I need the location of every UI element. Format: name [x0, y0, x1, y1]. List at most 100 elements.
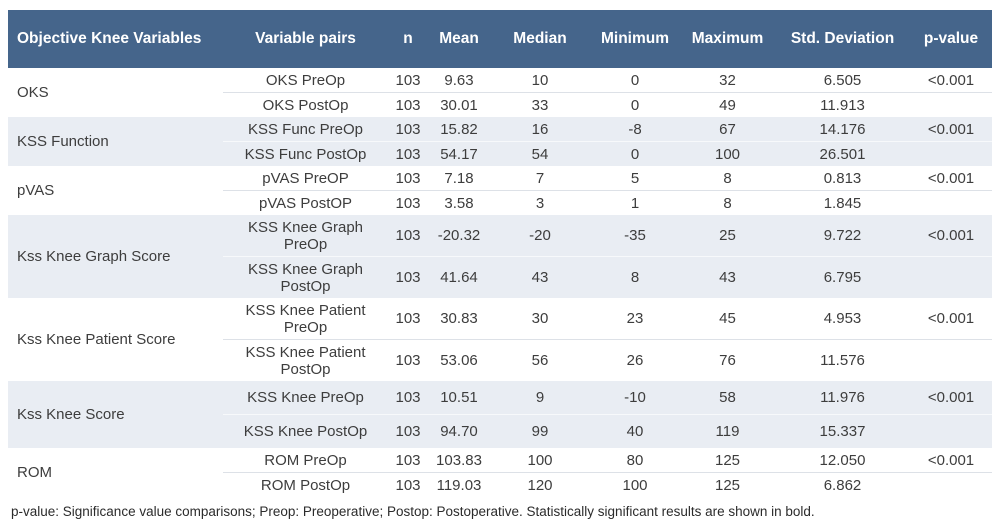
col-header-n: n [388, 10, 428, 68]
variable-pair-cell: KSS Knee Patient PreOp [245, 301, 366, 336]
group-cell: Kss Knee Score [8, 381, 223, 448]
std-deviation-cell: 11.913 [775, 92, 910, 117]
results-table: Objective Knee Variables Variable pairs … [8, 10, 992, 497]
std-deviation-cell: 26.501 [775, 141, 910, 166]
p-value-cell [910, 190, 992, 215]
median-cell: 43 [490, 256, 590, 298]
group-cell: OKS [17, 84, 49, 101]
group-cell: pVAS [17, 182, 55, 199]
maximum-cell: 119 [680, 414, 775, 448]
median-cell: 120 [490, 472, 590, 497]
col-header-maximum: Maximum [680, 10, 775, 68]
mean-cell: -20.32 [428, 215, 490, 257]
minimum-cell: -8 [590, 117, 680, 142]
maximum-cell: 76 [680, 339, 775, 381]
col-header-p-value: p-value [910, 10, 992, 68]
mean-cell: 10.51 [428, 381, 490, 415]
n-cell: 103 [388, 190, 428, 215]
header-row: Objective Knee Variables Variable pairs … [8, 10, 992, 68]
maximum-cell: 125 [714, 451, 741, 469]
col-header-median: Median [490, 10, 590, 68]
mean-cell: 119.03 [428, 472, 490, 497]
median-cell: 33 [490, 92, 590, 117]
std-deviation-cell: 4.953 [823, 310, 862, 327]
variable-pair-cell: OKS PostOp [223, 92, 388, 117]
table-body: OKS OKS PreOp 103 9.63 10 0 32 6.505 <0.001 OKS P… [8, 68, 992, 497]
col-header-objective-knee-variables: Objective Knee Variables [8, 10, 223, 68]
p-value-cell [910, 92, 992, 117]
median-cell: 54 [490, 141, 590, 166]
p-value-cell: <0.001 [910, 215, 992, 257]
table-header: Objective Knee Variables Variable pairs … [8, 10, 992, 68]
std-deviation-cell: 6.862 [775, 472, 910, 497]
variable-pair-cell: pVAS PreOP [262, 169, 349, 187]
std-deviation-cell: 11.576 [775, 339, 910, 381]
maximum-cell: 8 [680, 190, 775, 215]
p-value-cell [910, 141, 992, 166]
p-value-cell: <0.001 [910, 117, 992, 142]
median-cell: 30 [531, 310, 549, 327]
median-cell: 56 [490, 339, 590, 381]
minimum-cell: 0 [630, 71, 640, 89]
n-cell: 103 [395, 451, 421, 469]
minimum-cell: 0 [590, 92, 680, 117]
median-cell: 3 [490, 190, 590, 215]
table-row: ROM ROM PreOp 103 103.83 100 80 125 12.050 <0.00… [8, 448, 992, 481]
median-cell: 100 [527, 451, 553, 469]
group-cell: ROM [17, 464, 52, 481]
table-row: KSS Knee Graph PostOp 103 41.64 43 8 43 6.795 [8, 256, 992, 298]
median-cell: 9 [490, 381, 590, 415]
variable-pair-cell: ROM PreOp [264, 451, 347, 469]
std-deviation-cell: 9.722 [775, 215, 910, 257]
p-value-cell: <0.001 [927, 451, 975, 469]
table-row: OKS PostOp 103 30.01 33 0 49 11.913 [8, 92, 992, 117]
minimum-cell: -10 [590, 381, 680, 415]
table-row: KSS Func PostOp 103 54.17 54 0 100 26.501 [8, 141, 992, 166]
col-header-mean: Mean [428, 10, 490, 68]
mean-cell: 94.70 [428, 414, 490, 448]
variable-pair-cell: KSS Knee Patient PostOp [223, 339, 388, 381]
table-row: Kss Knee Patient Score KSS Knee Patient P… [8, 298, 992, 348]
variable-pair-cell: KSS Func PreOp [223, 117, 388, 142]
mean-cell: 9.63 [444, 71, 474, 89]
minimum-cell: 5 [630, 169, 640, 187]
variable-pair-cell: KSS Knee PreOp [223, 381, 388, 415]
std-deviation-cell: 12.050 [819, 451, 866, 469]
table-row: KSS Knee PostOp 103 94.70 99 40 119 15.337 [8, 414, 992, 448]
mean-cell: 7.18 [444, 169, 474, 187]
mean-cell: 103.83 [436, 451, 482, 469]
mean-cell: 41.64 [428, 256, 490, 298]
minimum-cell: 8 [590, 256, 680, 298]
maximum-cell: 45 [719, 310, 736, 327]
minimum-cell: 100 [590, 472, 680, 497]
variable-pair-cell: KSS Knee PostOp [223, 414, 388, 448]
maximum-cell: 25 [680, 215, 775, 257]
median-cell: 10 [531, 71, 549, 89]
mean-cell: 3.58 [428, 190, 490, 215]
mean-cell: 30.01 [428, 92, 490, 117]
p-value-cell [910, 472, 992, 497]
group-cell: Kss Knee Patient Score [17, 331, 176, 348]
table-row: pVAS PostOP 103 3.58 3 1 8 1.845 [8, 190, 992, 215]
table-row: OKS OKS PreOp 103 9.63 10 0 32 6.505 <0.001 [8, 68, 992, 101]
maximum-cell: 8 [723, 169, 732, 187]
maximum-cell: 67 [680, 117, 775, 142]
table-row: KSS Knee Patient PostOp 103 53.06 56 26 76 11.… [8, 339, 992, 381]
col-header-variable-pairs: Variable pairs [223, 10, 388, 68]
mean-cell: 30.83 [440, 310, 478, 327]
p-value-cell [910, 256, 992, 298]
table-row: pVAS pVAS PreOP 103 7.18 7 5 8 0.813 <0.001 [8, 166, 992, 199]
n-cell: 103 [388, 381, 428, 415]
std-deviation-cell: 6.505 [823, 71, 862, 89]
median-cell: 99 [490, 414, 590, 448]
std-deviation-cell: 6.795 [775, 256, 910, 298]
group-cell: Kss Knee Graph Score [8, 215, 223, 298]
std-deviation-cell: 11.976 [775, 381, 910, 415]
mean-cell: 53.06 [428, 339, 490, 381]
std-deviation-cell: 15.337 [775, 414, 910, 448]
n-cell: 103 [388, 215, 428, 257]
n-cell: 103 [388, 92, 428, 117]
maximum-cell: 49 [680, 92, 775, 117]
variable-pair-cell: KSS Func PostOp [223, 141, 388, 166]
